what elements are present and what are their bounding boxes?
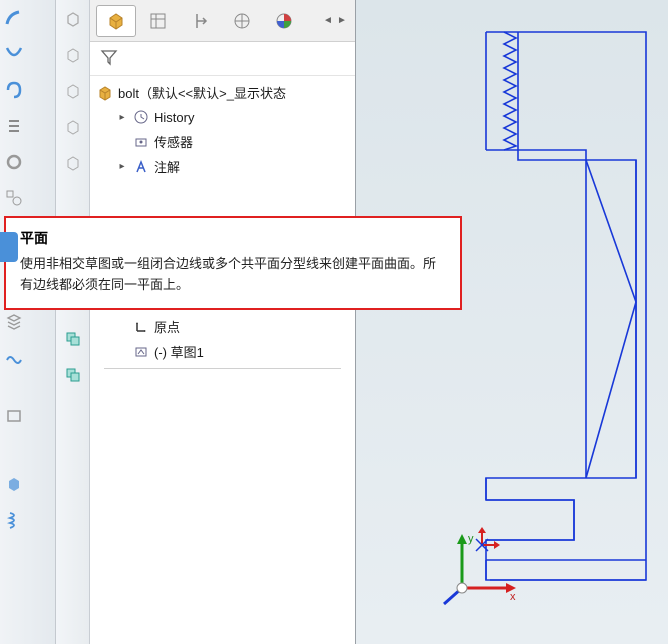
tab-appearance-icon[interactable] xyxy=(264,5,304,37)
left-toolbar xyxy=(0,0,56,644)
tool-curve-icon[interactable] xyxy=(2,40,26,68)
tab-config-icon[interactable] xyxy=(180,5,220,37)
tool-ring-icon[interactable] xyxy=(2,148,26,176)
tree-label: 传感器 xyxy=(154,132,193,151)
tool-box-icon[interactable] xyxy=(2,402,26,430)
cmd-boundary-icon[interactable] xyxy=(59,148,87,178)
tooltip-surface-plane: 平面 使用非相交草图或一组闭合边线或多个共平面分型线来创建平面曲面。所有边线都必… xyxy=(4,216,462,310)
origin-marker xyxy=(464,527,500,566)
tool-ref-icon[interactable] xyxy=(2,112,26,140)
filter-row xyxy=(90,42,355,76)
tree-root[interactable]: bolt（默认<<默认>_显示状态 xyxy=(90,80,355,105)
cmd-revolve-icon[interactable] xyxy=(59,40,87,70)
cmd-copy-icon[interactable] xyxy=(59,324,87,354)
sensor-icon xyxy=(132,133,150,151)
tab-display-icon[interactable] xyxy=(222,5,262,37)
tree-label: 原点 xyxy=(154,317,180,336)
tooltip-body: 使用非相交草图或一组闭合边线或多个共平面分型线来创建平面曲面。所有边线都必须在同… xyxy=(20,254,446,296)
tool-wave-icon[interactable] xyxy=(2,344,26,372)
tree-item-sensor[interactable]: 传感器 xyxy=(110,129,355,154)
tool-bluecube-icon[interactable] xyxy=(2,470,26,498)
tree-divider xyxy=(104,368,341,369)
tree-item-history[interactable]: ▸ History xyxy=(110,105,355,129)
tab-feature-tree[interactable] xyxy=(96,5,136,37)
history-icon xyxy=(132,108,150,126)
tab-scroll-left-icon[interactable]: ◄ xyxy=(323,15,335,26)
surface-plane-tool[interactable] xyxy=(0,232,18,262)
filter-icon[interactable] xyxy=(100,48,118,66)
cmd-loft-icon[interactable] xyxy=(59,112,87,142)
tab-property-icon[interactable] xyxy=(138,5,178,37)
origin-icon xyxy=(132,318,150,336)
annotation-icon xyxy=(132,158,150,176)
tree-label: (-) 草图1 xyxy=(154,342,204,361)
tool-shapes-icon[interactable] xyxy=(2,184,26,212)
tab-scroll-right-icon[interactable]: ► xyxy=(337,15,349,26)
tool-layers-icon[interactable] xyxy=(2,308,26,336)
feature-tree-panel: ◄ ► bolt（默认<<默认>_显示状态 ▸ History 传感器 ▸ xyxy=(90,0,356,644)
tool-sweep-icon[interactable] xyxy=(2,4,26,32)
secondary-toolbar xyxy=(56,0,90,644)
cmd-sweep-icon[interactable] xyxy=(59,76,87,106)
panel-tab-row: ◄ ► xyxy=(90,0,355,42)
tooltip-title: 平面 xyxy=(20,228,446,248)
expand-icon[interactable]: ▸ xyxy=(116,161,128,172)
expand-icon[interactable]: ▸ xyxy=(116,112,128,123)
tool-helix-icon[interactable] xyxy=(2,506,26,534)
tool-loop-icon[interactable] xyxy=(2,76,26,104)
3d-viewport[interactable]: x y xyxy=(356,0,668,644)
tree-item-origin[interactable]: 原点 xyxy=(110,314,355,339)
part-cube-icon xyxy=(96,84,114,102)
cmd-extrude-icon[interactable] xyxy=(59,4,87,34)
tree-item-annotation[interactable]: ▸ 注解 xyxy=(110,154,355,179)
tree-label: History xyxy=(154,110,194,125)
tree-item-sketch[interactable]: (-) 草图1 xyxy=(110,339,355,364)
cmd-copy2-icon[interactable] xyxy=(59,360,87,390)
sketch-icon xyxy=(132,343,150,361)
axis-x-label: x xyxy=(510,591,516,603)
tree-label: 注解 xyxy=(154,157,180,176)
tree-root-label: bolt（默认<<默认>_显示状态 xyxy=(118,83,286,102)
